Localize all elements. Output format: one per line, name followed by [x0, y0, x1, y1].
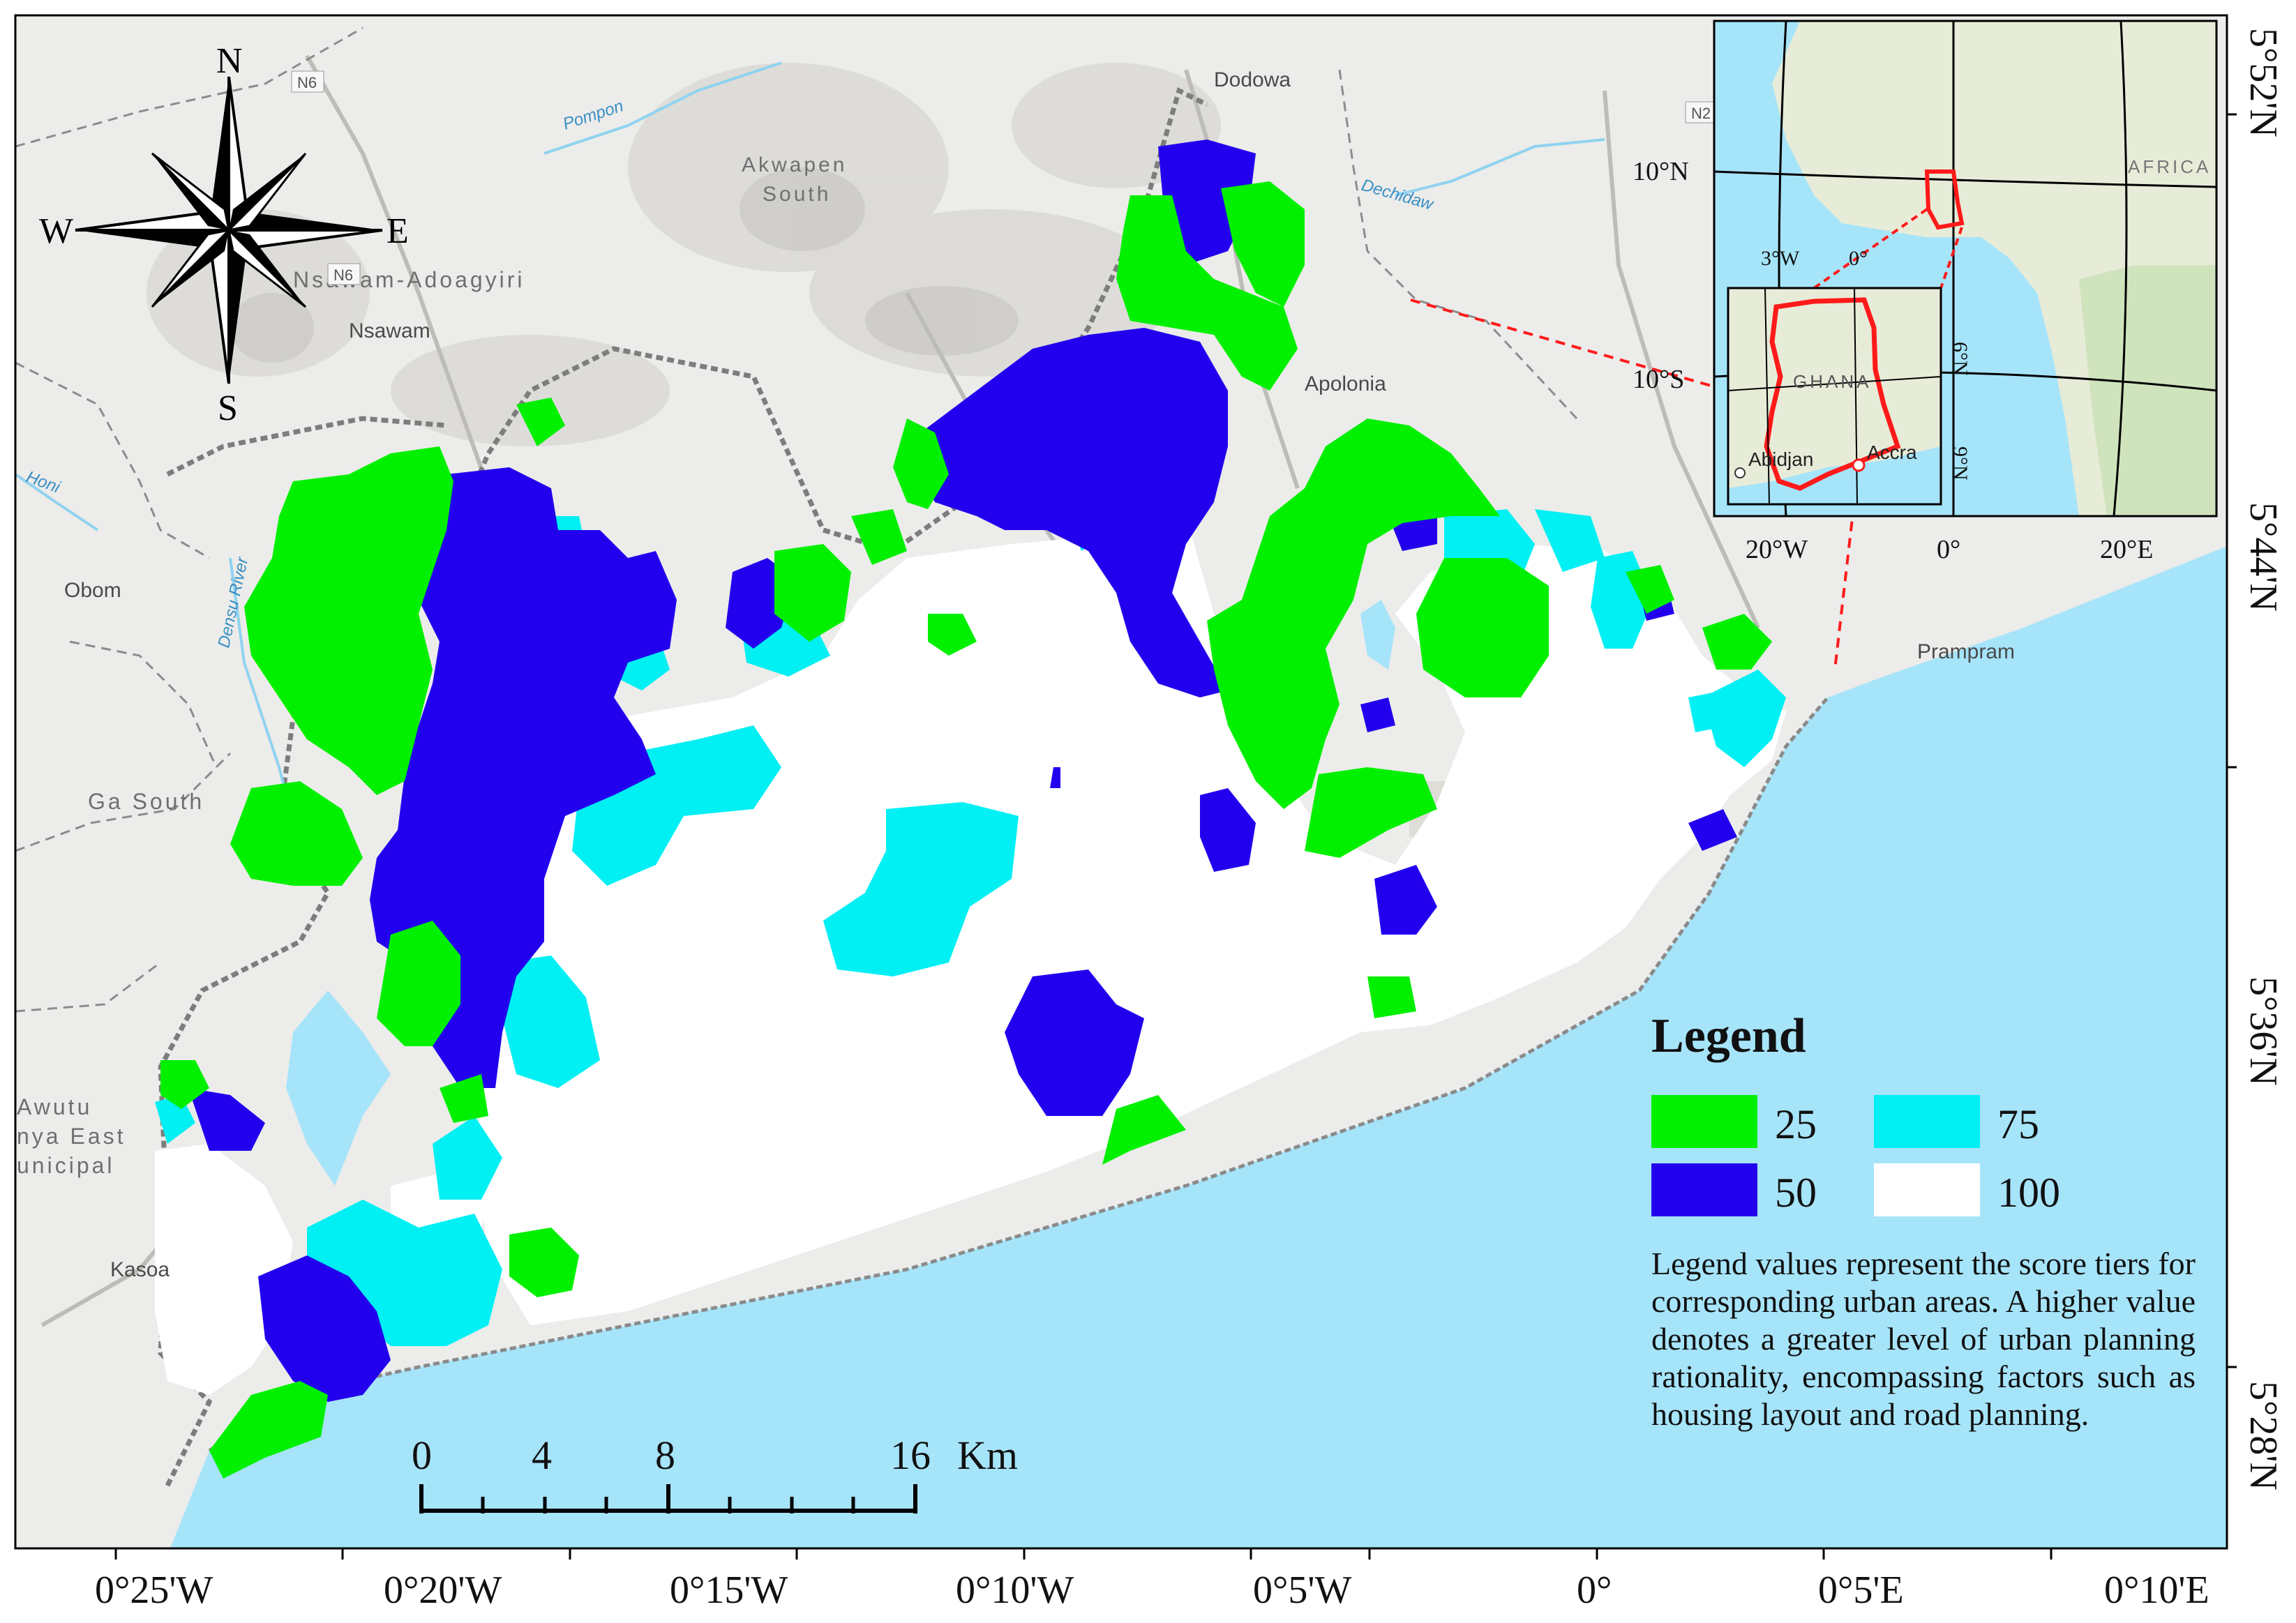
longitude-labels: 0°25'W 0°20'W 0°15'W 0°10'W 0°5'W 0° 0°5… — [95, 1569, 2209, 1612]
compass-e: E — [387, 211, 409, 251]
legend-swatch-75 — [1874, 1095, 1980, 1148]
place-nsawam: Nsawam — [349, 319, 430, 342]
scale-unit: Km — [957, 1433, 1018, 1478]
compass-rose: N S E W — [39, 41, 409, 428]
legend-label-50: 50 — [1775, 1170, 1817, 1216]
sub-lat-9n-side: 9°N — [1949, 446, 1972, 481]
sub-lon-0-top: 0° — [1849, 247, 1868, 270]
lon-label-4: 0°5'W — [1253, 1569, 1351, 1612]
lon-label-5: 0° — [1577, 1569, 1612, 1612]
inset-lon-20e: 20°E — [2100, 535, 2153, 564]
place-apolonia: Apolonia — [1305, 372, 1386, 395]
place-obom: Obom — [64, 579, 121, 602]
inset-leader-lines — [1410, 299, 1857, 670]
legend-label-75: 75 — [1997, 1101, 2039, 1147]
road-n6-top: N6 — [297, 74, 317, 91]
scale-tick-4: 4 — [532, 1433, 552, 1478]
legend-title: Legend — [1651, 1009, 1806, 1063]
scale-bar: 0 4 8 16 Km — [412, 1433, 1018, 1513]
inset-africa-label: AFRICA — [2128, 156, 2211, 177]
legend-label-100: 100 — [1997, 1170, 2060, 1216]
tier-25-areas — [160, 181, 1772, 1479]
ghana-sub-inset: GHANA Abidjan Accra 3°W 9°N 6°N 3°W 0° 9… — [1727, 247, 1972, 506]
compass-w: W — [39, 211, 73, 251]
scale-tick-8: 8 — [655, 1433, 675, 1478]
inset-lat-10s: 10°S — [1633, 365, 1684, 394]
lat-label-0: 5°52'N — [2242, 28, 2285, 137]
place-ga-south: Ga South — [88, 789, 204, 814]
frame-ticks — [114, 113, 2237, 1560]
road-n2: N2 — [1691, 105, 1711, 122]
sub-lat-6n-side: 6°N — [1949, 342, 1972, 376]
legend-note: Legend values represent the score tiers … — [1651, 1246, 2196, 1432]
place-kasoa: Kasoa — [110, 1258, 170, 1281]
place-akwapen: Akwapen — [742, 153, 847, 176]
place-dodowa: Dodowa — [1214, 68, 1291, 91]
inset-africa-green — [2079, 265, 2216, 516]
lat-label-3: 5°28'N — [2242, 1381, 2285, 1490]
inset-lon-20w: 20°W — [1746, 535, 1808, 564]
place-nya-east: nya East — [17, 1124, 126, 1149]
map-border — [14, 14, 2228, 1550]
ghana-outline — [1764, 297, 1901, 491]
abidjan-label: Abidjan — [1748, 448, 1813, 470]
scale-tick-0: 0 — [412, 1433, 432, 1478]
ghana-label: GHANA — [1793, 371, 1871, 392]
scale-tick-16: 16 — [890, 1433, 931, 1478]
lon-label-0: 0°25'W — [95, 1569, 213, 1612]
inset-map: AFRICA 10°N 10°S 20°W 0° 20°E GHANA Abid… — [1633, 20, 2218, 564]
place-awutu: Awutu — [17, 1094, 92, 1119]
lon-label-1: 0°20'W — [384, 1569, 502, 1612]
compass-s: S — [218, 388, 238, 428]
compass-n: N — [216, 41, 243, 81]
place-south: South — [763, 183, 831, 206]
road-n6-mid: N6 — [333, 266, 353, 284]
lat-label-1: 5°44'N — [2242, 502, 2285, 612]
inset-lat-10n: 10°N — [1633, 157, 1689, 186]
accra-label: Accra — [1867, 441, 1917, 463]
lon-label-6: 0°5'E — [1818, 1569, 1904, 1612]
lon-label-2: 0°15'W — [670, 1569, 788, 1612]
place-prampram: Prampram — [1917, 640, 2015, 663]
legend-swatch-100 — [1874, 1163, 1980, 1216]
terrain-shading-dark — [230, 167, 1019, 363]
lon-label-3: 0°10'W — [956, 1569, 1074, 1612]
inset-lon-0: 0° — [1937, 535, 1960, 564]
sub-lon-3w-top: 3°W — [1761, 247, 1800, 270]
lon-label-7: 0°10'E — [2104, 1569, 2209, 1612]
place-unicipal: unicipal — [17, 1153, 115, 1178]
legend-swatch-50 — [1651, 1163, 1757, 1216]
legend: Legend 25 50 75 100 — [1651, 1009, 2060, 1216]
lat-label-2: 5°36'N — [2242, 976, 2285, 1086]
road-shields: N6 N6 N2 — [291, 70, 1718, 285]
place-labels: Dodowa Akwapen South Nsawam-Adoagyiri Ns… — [17, 68, 2015, 1281]
legend-swatch-25 — [1651, 1095, 1757, 1148]
district-boundaries — [15, 27, 1578, 1013]
latitude-labels: 5°52'N 5°44'N 5°36'N 5°28'N — [2242, 28, 2285, 1490]
sea — [170, 546, 2227, 1548]
inset-ghana-outline — [1924, 169, 1965, 230]
legend-label-25: 25 — [1775, 1101, 1817, 1147]
